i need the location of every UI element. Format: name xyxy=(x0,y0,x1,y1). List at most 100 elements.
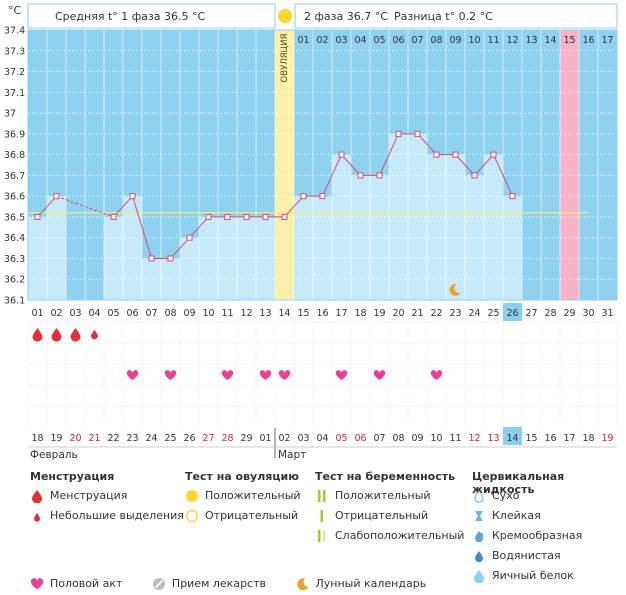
calendar-date-label: 22 xyxy=(107,433,119,444)
temperature-bar xyxy=(332,154,351,300)
temperature-point xyxy=(300,193,307,200)
legend-pregnancy-weak: Слабоположительный xyxy=(315,526,464,546)
heart-icon xyxy=(278,370,291,380)
legend-label: Половой акт xyxy=(50,577,123,590)
y-tick-label: 36.6 xyxy=(4,192,25,203)
cycle-day-label: 01 xyxy=(31,308,43,319)
temperature-bar xyxy=(427,154,446,300)
temperature-point xyxy=(34,213,41,220)
post-ovulation-day-label: 02 xyxy=(316,35,328,46)
legend-menstruation: Менструация Менструация Небольшие выделе… xyxy=(30,470,184,526)
cycle-day-label: 24 xyxy=(468,308,480,319)
ovulation-label: ОВУЛЯЦИЯ xyxy=(280,33,290,82)
blood-drop-icon xyxy=(32,490,42,503)
legend-ovulation-positive: Положительный xyxy=(185,486,301,506)
heart-icon xyxy=(373,370,386,380)
sticky-icon xyxy=(475,511,483,521)
calendar-date-label: 19 xyxy=(601,433,613,444)
legend-lunar-calendar: Лунный календарь xyxy=(296,574,426,594)
temperature-segment xyxy=(322,154,342,197)
calendar-date-label: 15 xyxy=(525,433,537,444)
sun-filled-icon xyxy=(186,490,198,502)
moon-icon xyxy=(296,578,308,591)
cycle-day-label: 07 xyxy=(145,308,157,319)
legend-cervical-dry: Сухо xyxy=(472,486,626,506)
calendar-date-label: 12 xyxy=(468,433,480,444)
temperature-point xyxy=(395,130,402,137)
cycle-day-label: 04 xyxy=(88,308,100,319)
legend-label: Положительный xyxy=(205,489,301,502)
post-ovulation-day-label: 10 xyxy=(468,35,480,46)
plot-border xyxy=(27,29,618,301)
y-tick-label: 37.3 xyxy=(4,46,25,57)
post-ovulation-day-label: 03 xyxy=(335,35,347,46)
legend-label: Яичный белок xyxy=(492,569,574,582)
temperature-point xyxy=(338,151,345,158)
temperature-point xyxy=(224,213,231,220)
month-label-march: Март xyxy=(278,449,306,461)
y-tick-label: 36.9 xyxy=(4,129,25,140)
legend-cervical-creamy: Кремообразная xyxy=(472,526,626,546)
post-ovulation-day-label: 01 xyxy=(297,35,309,46)
calendar-date-label: 29 xyxy=(240,433,252,444)
calendar-date-label: 13 xyxy=(487,433,499,444)
y-tick-label: 36.3 xyxy=(4,254,25,265)
cycle-day-label: 30 xyxy=(582,308,594,319)
temperature-point xyxy=(509,193,516,200)
creamy-drop-icon xyxy=(475,531,484,543)
ovulation-column xyxy=(275,30,294,300)
temperature-point xyxy=(129,193,136,200)
temperature-point xyxy=(110,213,117,220)
chart-header: Средняя t° 1 фаза 36.5 °C 2 фаза 36.7 °C… xyxy=(27,3,618,29)
cycle-day-label: 23 xyxy=(449,308,461,319)
post-ovulation-day-label: 06 xyxy=(392,35,404,46)
post-ovulation-day-label: 05 xyxy=(373,35,385,46)
dry-drop-icon xyxy=(474,490,484,503)
legend-bottom-row: Половой акт Прием лекарств Лунный календ… xyxy=(30,574,452,594)
cycle-day-label: 06 xyxy=(126,308,138,319)
temperature-segment xyxy=(284,195,304,218)
cycle-day-label: 13 xyxy=(259,308,271,319)
legend-label: Сухо xyxy=(492,489,520,502)
temperature-point xyxy=(376,172,383,179)
temperature-point xyxy=(281,213,288,220)
y-tick-label: 36.5 xyxy=(4,212,25,223)
temperature-point xyxy=(205,213,212,220)
post-ovulation-day-row: 01 02 03 04 05 06 07 08 09 10 11 12 13 14 15 16 17 xyxy=(297,35,613,46)
watery-drop-icon xyxy=(475,551,483,563)
calendar-date-label: 24 xyxy=(145,433,157,444)
calendar-date-label: 18 xyxy=(31,433,43,444)
month-label-february: Февраль xyxy=(30,449,78,461)
temperature-bar xyxy=(446,154,465,300)
calendar-date-label: 21 xyxy=(88,433,100,444)
y-tick-label: 37.4 xyxy=(4,26,25,37)
egg-white-drop-icon xyxy=(474,570,484,583)
y-tick-label: 37.1 xyxy=(4,88,25,99)
cycle-day-axis: 01 02 03 04 05 06 07 08 09 10 11 12 13 14 15 16 17 18 19 20… xyxy=(31,303,614,321)
heart-icon xyxy=(335,370,348,380)
temperature-segment xyxy=(474,154,494,176)
temperature-segment xyxy=(493,154,513,197)
cycle-day-label: 31 xyxy=(601,308,613,319)
bbt-chart: °C Средняя t° 1 фаза 36.5 °C 2 фаза 36.7… xyxy=(4,3,618,461)
legend-cervical-watery: Водянистая xyxy=(472,546,626,566)
spotting-drop-icon xyxy=(91,330,98,340)
sun-outline-icon xyxy=(185,509,199,523)
temperature-point xyxy=(357,172,364,179)
temperature-segment-dashed xyxy=(56,195,114,218)
post-ovulation-day-label: 16 xyxy=(582,35,594,46)
calendar-date-label: 02 xyxy=(278,433,290,444)
post-ovulation-day-label: 08 xyxy=(430,35,442,46)
post-ovulation-day-label: 11 xyxy=(487,35,499,46)
temperature-point xyxy=(243,213,250,220)
double-stripe-icon xyxy=(318,490,326,502)
temperature-segment xyxy=(341,154,361,176)
temperature-bar xyxy=(484,154,503,300)
y-axis-ticks: 36.1 36.2 36.3 36.4 36.5 36.6 36.7 36.8 36.9 37 37… xyxy=(4,26,25,307)
today-highlight xyxy=(503,303,522,321)
calendar-date-label: 25 xyxy=(164,433,176,444)
small-blood-drop-icon xyxy=(34,513,40,522)
temperature-point xyxy=(167,255,174,262)
heart-icon xyxy=(164,370,177,380)
phase2-box xyxy=(294,3,618,29)
